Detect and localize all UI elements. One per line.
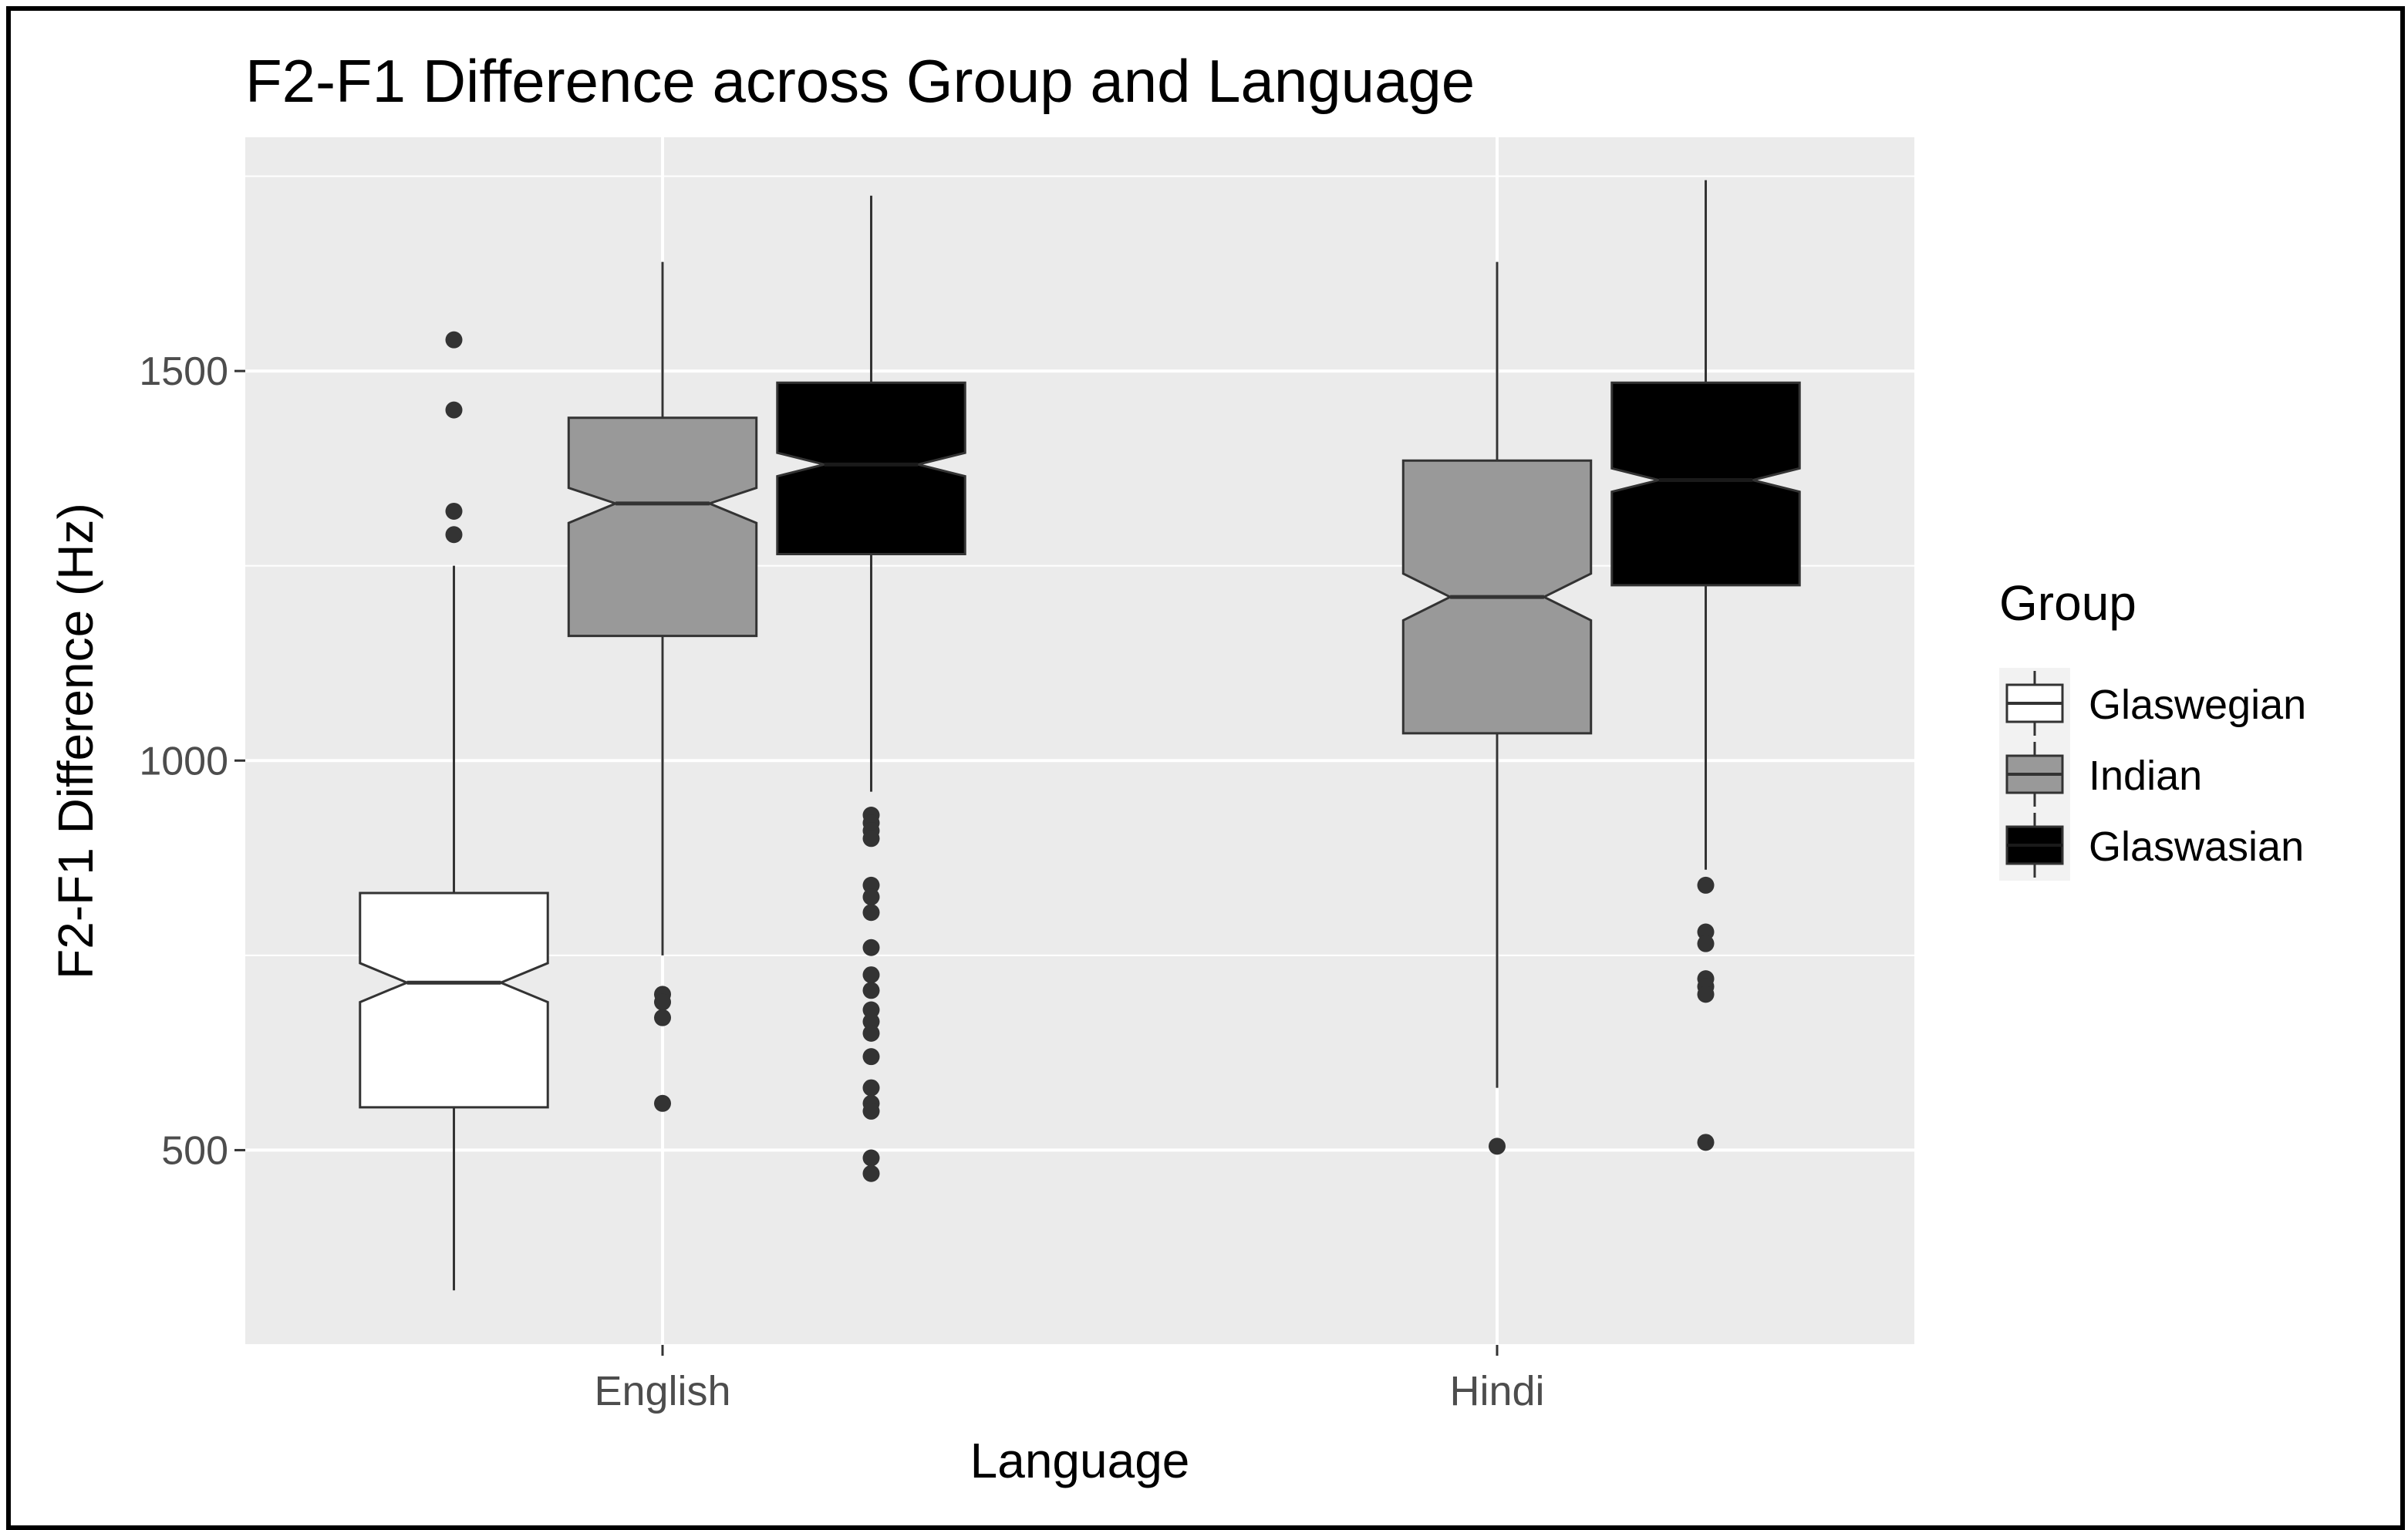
y-axis-label: F2-F1 Difference (Hz) xyxy=(48,503,103,979)
outlier-point xyxy=(862,1048,880,1066)
outlier-point xyxy=(654,1009,671,1026)
outlier-point xyxy=(654,1094,671,1112)
boxplot-glaswasian-english xyxy=(776,195,966,1182)
boxplot-indian-hindi xyxy=(1401,261,1593,1155)
x-axis-ticks: English Hindi xyxy=(594,1345,1545,1414)
outlier-point xyxy=(862,830,880,848)
outlier-point xyxy=(445,401,463,419)
legend-label: Glaswegian xyxy=(2089,682,2306,728)
outlier-point xyxy=(862,1079,880,1097)
outlier-point xyxy=(445,331,463,349)
box xyxy=(1610,381,1801,587)
outlier-point xyxy=(862,982,880,999)
legend-title: Group xyxy=(1999,575,2137,631)
outlier-point xyxy=(1697,935,1715,952)
y-tick-label: 500 xyxy=(161,1128,228,1173)
x-tick-label: Hindi xyxy=(1449,1368,1544,1414)
y-tick-label: 1000 xyxy=(139,739,228,784)
legend-label: Glaswasian xyxy=(2089,824,2304,870)
box xyxy=(567,416,758,638)
legend-keys: Glaswegian Indian Glaswasian xyxy=(1999,668,2306,881)
y-axis-ticks: 500 1000 1500 xyxy=(139,349,245,1173)
box xyxy=(776,381,966,556)
outlier-point xyxy=(445,526,463,544)
x-tick-label: English xyxy=(594,1368,730,1414)
boxplot-glaswasian-hindi xyxy=(1610,180,1801,1151)
outlier-point xyxy=(654,993,671,1011)
outlier-point xyxy=(862,876,880,894)
plot-panel xyxy=(245,137,1914,1345)
x-axis-label: Language xyxy=(970,1433,1190,1488)
chart-title: F2-F1 Difference across Group and Langua… xyxy=(245,47,1475,115)
outlier-point xyxy=(862,1164,880,1182)
boxplots xyxy=(359,180,1801,1291)
outlier-point xyxy=(862,904,880,922)
outlier-point xyxy=(1697,1134,1715,1151)
outlier-point xyxy=(1697,986,1715,1003)
y-tick-label: 1500 xyxy=(139,349,228,394)
outlier-point xyxy=(862,1102,880,1120)
outlier-point xyxy=(1697,923,1715,941)
box xyxy=(359,891,549,1109)
legend-item-indian: Indian xyxy=(1999,739,2202,810)
boxplot-chart: F2-F1 Difference across Group and Langua… xyxy=(48,47,2306,1488)
outlier-point xyxy=(862,1024,880,1042)
outlier-point xyxy=(445,502,463,520)
outlier-point xyxy=(862,1149,880,1167)
outlier-point xyxy=(862,939,880,956)
legend-item-glaswasian: Glaswasian xyxy=(1999,810,2304,881)
outlier-point xyxy=(862,1001,880,1019)
outlier-point xyxy=(862,1013,880,1030)
outlier-point xyxy=(862,888,880,906)
outlier-point xyxy=(862,966,880,984)
boxplot-glaswegian-english xyxy=(359,331,549,1291)
boxplot-indian-english xyxy=(567,261,758,1112)
outlier-point xyxy=(1489,1137,1506,1155)
outlier-point xyxy=(1697,876,1715,894)
chart-frame: F2-F1 Difference across Group and Langua… xyxy=(6,6,2405,1530)
legend: Group Glaswegian Indian Glaswasian xyxy=(1999,575,2306,881)
legend-label: Indian xyxy=(2089,753,2202,799)
legend-item-glaswegian: Glaswegian xyxy=(1999,668,2306,739)
